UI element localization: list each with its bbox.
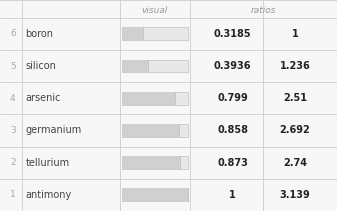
Text: ratios: ratios <box>251 6 276 15</box>
Bar <box>122 92 188 105</box>
Text: germanium: germanium <box>25 126 82 135</box>
Bar <box>122 27 188 40</box>
Bar <box>122 60 188 73</box>
Text: tellurium: tellurium <box>25 158 69 168</box>
Bar <box>122 124 179 137</box>
Text: silicon: silicon <box>25 61 56 71</box>
Bar <box>122 156 180 169</box>
Text: visual: visual <box>142 6 168 15</box>
Bar <box>122 27 143 40</box>
Bar <box>122 188 188 201</box>
Bar <box>122 156 188 169</box>
Text: 1: 1 <box>10 190 16 199</box>
Text: 3: 3 <box>10 126 16 135</box>
Text: boron: boron <box>25 29 53 39</box>
Text: 2: 2 <box>10 158 16 167</box>
Text: antimony: antimony <box>25 190 71 200</box>
Text: 4: 4 <box>10 94 16 103</box>
Text: 2.692: 2.692 <box>279 126 310 135</box>
Text: 0.873: 0.873 <box>217 158 248 168</box>
Text: arsenic: arsenic <box>25 93 61 103</box>
Text: 1: 1 <box>292 29 298 39</box>
Text: 0.858: 0.858 <box>217 126 248 135</box>
Bar <box>122 92 175 105</box>
Text: 2.51: 2.51 <box>283 93 307 103</box>
Bar <box>122 60 148 73</box>
Bar <box>122 188 188 201</box>
Text: 5: 5 <box>10 62 16 70</box>
Text: 1.236: 1.236 <box>279 61 310 71</box>
Text: 2.74: 2.74 <box>283 158 307 168</box>
Text: 0.3185: 0.3185 <box>214 29 251 39</box>
Text: 0.3936: 0.3936 <box>214 61 251 71</box>
Text: 0.799: 0.799 <box>217 93 248 103</box>
Text: 1: 1 <box>229 190 236 200</box>
Text: 6: 6 <box>10 29 16 38</box>
Text: 3.139: 3.139 <box>279 190 310 200</box>
Bar <box>122 124 188 137</box>
